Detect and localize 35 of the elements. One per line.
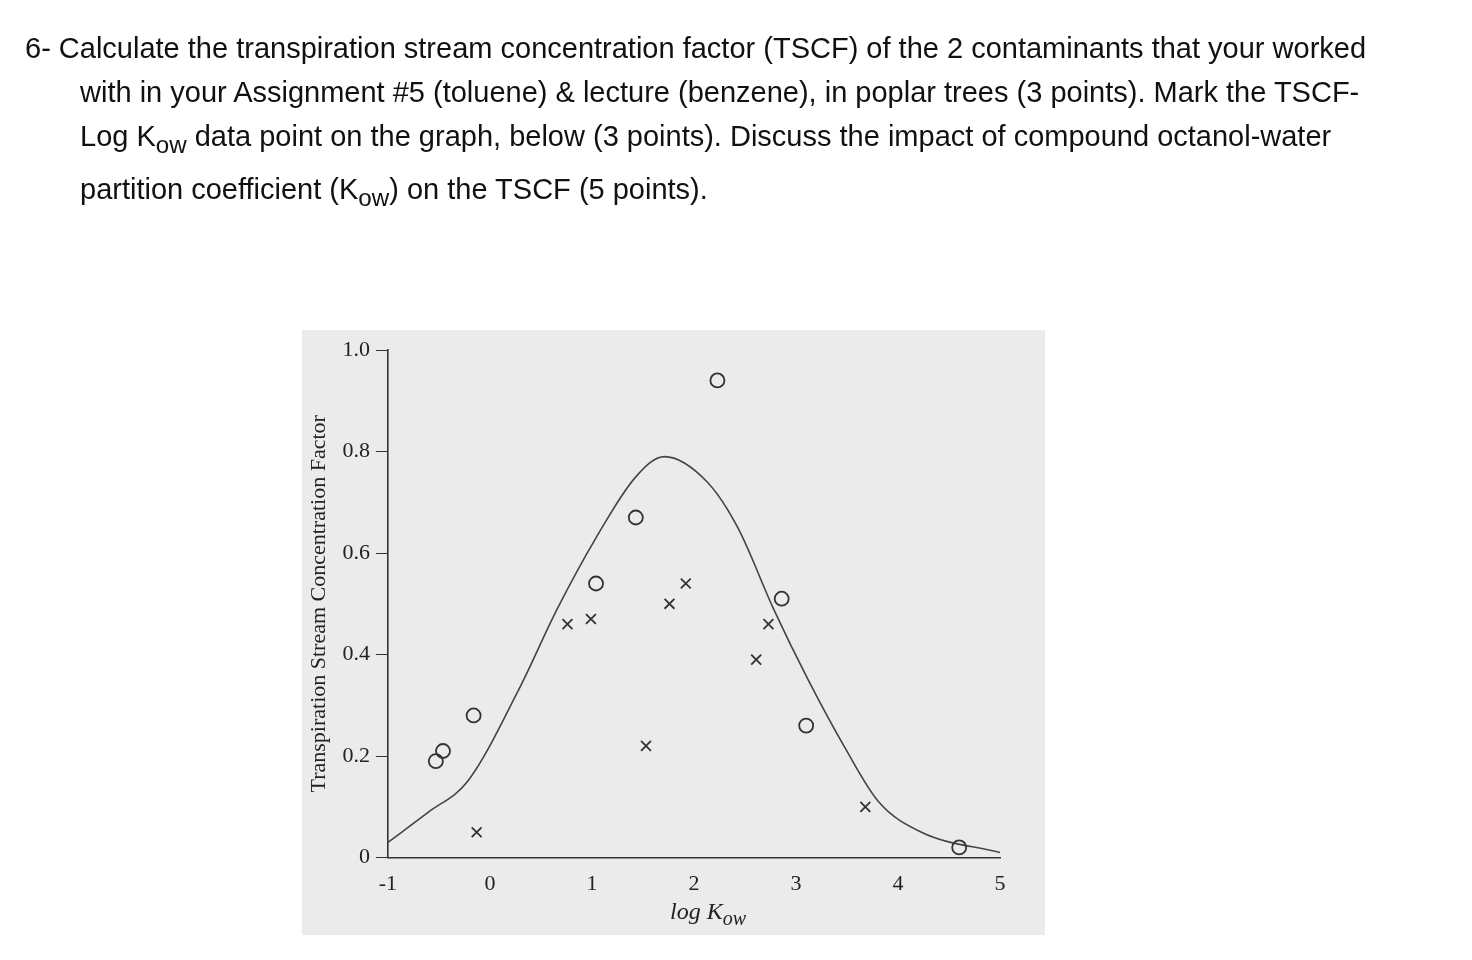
x-tick-label: 5 xyxy=(994,869,1006,895)
y-tick-label: 0.4 xyxy=(342,640,370,666)
point xyxy=(588,575,604,592)
point xyxy=(435,743,451,759)
point xyxy=(762,618,775,630)
x-tick-label: -1 xyxy=(378,869,398,895)
x-tick-label: 0 xyxy=(484,869,496,895)
y-axis-title: Transpiration Stream Concentration Factor xyxy=(304,414,330,793)
y-tick-label: 1.0 xyxy=(342,335,370,361)
point xyxy=(798,717,815,734)
x-tick-label: 2 xyxy=(688,869,700,895)
point xyxy=(859,800,872,813)
point xyxy=(709,372,726,389)
chart-title: 6- Calculate the transpiration stream concentration factor (TSCF) of the 2 contaminants that your worked with in your Assignment #5 (toluene) & lecture (benzene), in poplar trees (3 points). Mark the TSCF-Log K$_{ow}$ data point on the graph, below (3 points). Discuss the impact of compound octanol-water partition coefficient (K$_{ow}$) on the TSCF (5 points). xyxy=(25,31,1368,213)
x-tick-label: 1 xyxy=(586,869,598,895)
y-tick-label: 0.2 xyxy=(342,741,370,767)
x-tick-label: 4 xyxy=(892,869,904,895)
point xyxy=(470,826,483,839)
point xyxy=(427,753,444,770)
point xyxy=(773,590,790,607)
y-tick-label: 0.6 xyxy=(342,538,370,564)
point xyxy=(663,597,676,610)
point xyxy=(679,577,692,590)
y-tick-label: 0.8 xyxy=(342,437,370,463)
x-axis-title: log K$_{ow}$ xyxy=(669,898,747,930)
point xyxy=(465,707,482,724)
y-tick-label: 0 xyxy=(358,843,370,869)
point xyxy=(585,613,597,625)
line-series xyxy=(387,455,1000,854)
x-tick-label: 3 xyxy=(790,869,802,895)
point xyxy=(640,740,652,752)
point xyxy=(561,618,574,630)
point xyxy=(750,653,763,666)
point xyxy=(951,839,968,856)
point xyxy=(627,509,644,526)
